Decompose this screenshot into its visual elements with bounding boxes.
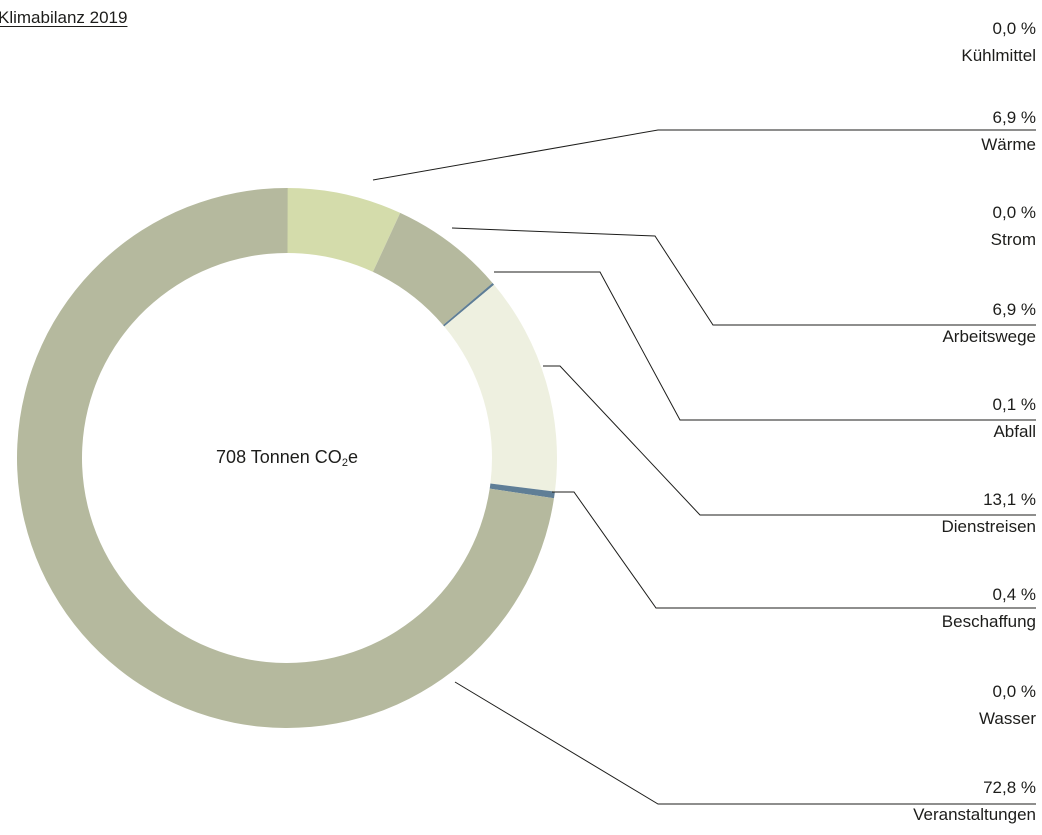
leader-line-dienstreisen [543, 365, 1036, 516]
category-kuehlmittel: Kühlmittel [961, 46, 1036, 65]
chart-title: Klimabilanz 2019 [0, 8, 128, 27]
category-waerme: Wärme [981, 135, 1036, 154]
center-total-label: 708 Tonnen CO2e [216, 447, 358, 469]
center-total-subscript: 2 [341, 457, 348, 469]
leader-line-abfall [494, 271, 1036, 421]
value-veranstaltungen: 72,8 % [983, 778, 1036, 797]
label-strom: 0,0 % Strom [991, 203, 1036, 250]
leader-line-waerme [372, 129, 1036, 181]
leader-lines [372, 129, 1036, 805]
category-dienstreisen: Dienstreisen [941, 517, 1037, 536]
label-veranstaltungen: 72,8 % Veranstaltungen [913, 778, 1036, 825]
category-wasser: Wasser [979, 709, 1036, 728]
leader-line-veranstaltungen [454, 681, 1036, 805]
value-wasser: 0,0 % [992, 682, 1036, 701]
value-kuehlmittel: 0,0 % [992, 19, 1036, 38]
slice-arbeitswege [372, 212, 493, 326]
donut-slices [16, 187, 557, 729]
slice-waerme [287, 188, 401, 272]
slice-abfall [443, 282, 495, 327]
value-arbeitswege: 6,9 % [992, 300, 1036, 319]
value-beschaffung: 0,4 % [992, 585, 1036, 604]
value-abfall: 0,1 % [992, 395, 1036, 414]
label-arbeitswege: 6,9 % Arbeitswege [942, 300, 1036, 347]
label-dienstreisen: 13,1 % Dienstreisen [942, 490, 1037, 537]
center-total-suffix: e [347, 447, 358, 467]
leader-line-arbeitswege [451, 227, 1036, 326]
label-abfall: 0,1 % Abfall [993, 395, 1036, 442]
value-dienstreisen: 13,1 % [983, 490, 1036, 509]
category-veranstaltungen: Veranstaltungen [913, 805, 1036, 824]
slice-dienstreisen [444, 284, 557, 492]
leader-line-beschaffung [552, 491, 1036, 609]
label-waerme: 6,9 % Wärme [981, 108, 1036, 155]
category-strom: Strom [990, 230, 1036, 249]
slice-beschaffung [489, 483, 555, 499]
category-arbeitswege: Arbeitswege [942, 327, 1036, 346]
category-beschaffung: Beschaffung [941, 612, 1036, 631]
value-waerme: 6,9 % [992, 108, 1036, 127]
label-kuehlmittel: 0,0 % Kühlmittel [961, 19, 1036, 66]
center-total-value: 708 Tonnen CO [216, 447, 342, 467]
label-beschaffung: 0,4 % Beschaffung [942, 585, 1036, 632]
label-wasser: 0,0 % Wasser [979, 682, 1036, 729]
value-strom: 0,0 % [992, 203, 1036, 222]
category-abfall: Abfall [993, 422, 1036, 441]
